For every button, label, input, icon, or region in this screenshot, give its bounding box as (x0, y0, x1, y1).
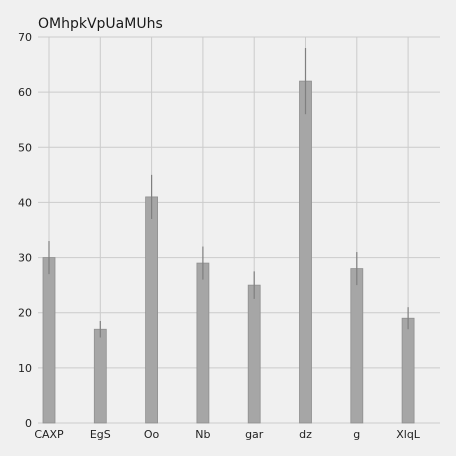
x-tick-label: CAXP (34, 428, 64, 441)
y-tick-label: 0 (25, 417, 32, 430)
bar-XlqL (401, 317, 415, 424)
x-tick-label: EgS (90, 428, 111, 441)
chart-title: OMhpkVpUaMUhs (38, 16, 163, 32)
y-tick-label: 40 (18, 196, 32, 209)
bar-Oo (145, 196, 159, 424)
y-tick-label: 10 (18, 362, 32, 375)
bar-CAXP (42, 257, 56, 424)
x-tick-label: Oo (144, 428, 160, 441)
y-tick-label: 20 (18, 307, 32, 320)
x-axis-ticks: CAXP EgS Oo Nb gar dz g XlqL (34, 428, 421, 441)
y-axis-ticks: 0 10 20 30 40 50 60 70 (18, 31, 32, 430)
bar-EgS (93, 328, 107, 424)
x-tick-label: gar (245, 428, 264, 441)
x-tick-label: g (353, 428, 360, 441)
bar-dz (299, 80, 312, 424)
y-tick-label: 30 (18, 252, 32, 265)
y-tick-label: 70 (18, 31, 32, 44)
y-tick-label: 60 (18, 86, 32, 99)
x-tick-label: Nb (195, 428, 210, 441)
bars (42, 80, 415, 424)
y-tick-label: 50 (18, 141, 32, 154)
bar-g (350, 268, 364, 424)
bar-gar (247, 284, 261, 424)
x-tick-label: dz (299, 428, 312, 441)
error-bars (48, 48, 409, 338)
x-tick-label: XlqL (396, 428, 421, 441)
bar-Nb (196, 262, 210, 424)
